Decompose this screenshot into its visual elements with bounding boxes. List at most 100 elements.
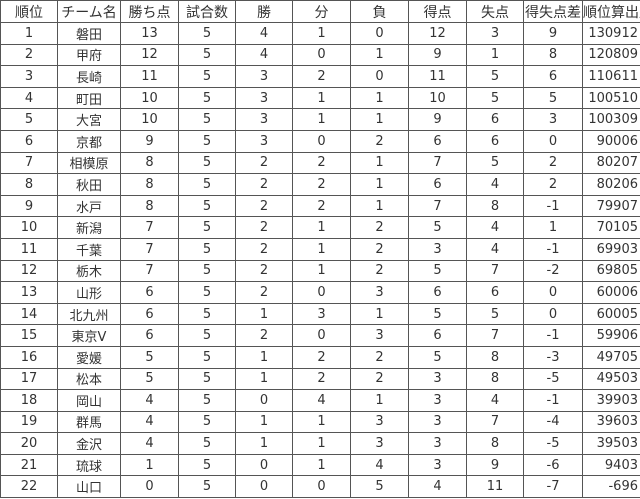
table-cell: 2 [292,194,351,218]
table-cell: 秋田 [57,173,121,196]
table-cell: 7 [120,216,179,239]
table-cell: 80206 [582,173,640,196]
table-cell: 1 [292,432,351,455]
table-cell: 2 [523,173,583,196]
table-cell: 2 [292,65,351,88]
header-cell: 得点 [408,0,467,23]
table-cell: 79907 [582,194,640,218]
table-cell: 5 [120,345,179,369]
table-cell: 3 [408,367,467,391]
table-cell: 5 [178,453,236,477]
table-cell: 5 [466,151,524,175]
table-cell: 1 [350,108,409,131]
table-cell: 11 [408,65,467,88]
table-cell: 0 [523,302,583,326]
table-cell: 4 [0,86,58,110]
table-cell: 39603 [582,410,640,434]
table-cell: 39903 [582,389,640,412]
table-cell: 愛媛 [57,345,121,369]
table-cell: 町田 [57,86,121,110]
table-cell: 1 [292,108,351,131]
table-cell: 8 [466,194,524,218]
table-cell: 2 [235,281,293,304]
table-cell: 4 [466,389,524,412]
table-cell: 5 [178,151,236,175]
table-cell: 3 [408,453,467,477]
table-row: 6 京都 9 5 3 0 2 6 6 0 90006 [0,129,640,153]
table-cell: 0 [523,129,583,153]
table-cell: -1 [523,389,583,412]
header-cell: 失点 [466,0,524,23]
table-cell: 6 [523,65,583,88]
table-row: 10 新潟 7 5 2 1 2 5 4 1 70105 [0,216,640,239]
table-cell: 110611 [582,65,640,88]
table-cell: 18 [0,389,58,412]
table-cell: 13 [0,281,58,304]
table-cell: 60005 [582,302,640,326]
table-cell: 3 [408,410,467,434]
table-cell: 20 [0,432,58,455]
table-cell: 1 [292,237,351,261]
table-cell: 1 [350,43,409,67]
table-cell: 0 [350,22,409,45]
table-cell: 100309 [582,108,640,131]
table-cell: 5 [350,475,409,499]
table-cell: 9 [0,194,58,218]
table-cell: 3 [408,432,467,455]
table-cell: 5 [178,237,236,261]
table-cell: 5 [178,302,236,326]
table-cell: 4 [466,237,524,261]
table-cell: 2 [0,43,58,67]
table-cell: 8 [466,345,524,369]
table-cell: 5 [178,324,236,347]
table-cell: 5 [178,129,236,153]
table-cell: 6 [120,324,179,347]
table-cell: 5 [178,475,236,499]
table-cell: 1 [292,86,351,110]
table-cell: 1 [350,389,409,412]
table-cell: 6 [408,324,467,347]
table-cell: 4 [466,216,524,239]
table-cell: 9 [120,129,179,153]
table-cell: 2 [350,129,409,153]
table-cell: 3 [523,108,583,131]
table-cell: 2 [292,173,351,196]
table-row: 13 山形 6 5 2 0 3 6 6 0 60006 [0,281,640,304]
table-cell: 1 [292,453,351,477]
table-cell: 5 [178,216,236,239]
table-cell: 4 [235,22,293,45]
table-cell: 松本 [57,367,121,391]
table-cell: 5 [408,345,467,369]
table-cell: 5 [178,22,236,45]
table-cell: 7 [408,151,467,175]
table-cell: -6 [523,453,583,477]
table-cell: 6 [466,129,524,153]
table-cell: 5 [178,281,236,304]
table-cell: 2 [235,216,293,239]
table-cell: 5 [178,86,236,110]
table-cell: 3 [350,324,409,347]
table-row: 14 北九州 6 5 1 3 1 5 5 0 60005 [0,302,640,326]
table-cell: -1 [523,194,583,218]
table-cell: 山形 [57,281,121,304]
table-cell: 5 [178,410,236,434]
header-cell: 勝ち点 [120,0,179,23]
table-cell: 2 [350,367,409,391]
table-cell: 21 [0,453,58,477]
table-cell: 3 [292,302,351,326]
table-row: 11 千葉 7 5 2 1 2 3 4 -1 69903 [0,237,640,261]
table-cell: 60006 [582,281,640,304]
header-row: 順位チーム名勝ち点試合数勝分負得点失点得失点差順位算出用 [0,0,640,23]
table-cell: 4 [466,173,524,196]
table-cell: 0 [292,324,351,347]
table-cell: 3 [235,86,293,110]
table-row: 16 愛媛 5 5 1 2 2 5 8 -3 49705 [0,345,640,369]
table-cell: 69903 [582,237,640,261]
table-cell: 5 [178,259,236,283]
table-cell: 7 [120,259,179,283]
header-cell: 得失点差 [523,0,583,23]
table-cell: 3 [0,65,58,88]
table-cell: 0 [235,475,293,499]
table-cell: 磐田 [57,22,121,45]
